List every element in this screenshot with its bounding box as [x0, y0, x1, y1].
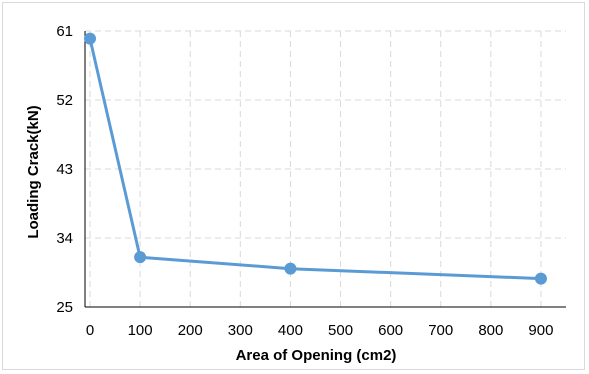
x-tick-label: 0	[86, 322, 94, 339]
x-tick-label: 500	[328, 322, 353, 339]
y-tick-label: 61	[56, 23, 73, 40]
chart-frame	[2, 2, 585, 370]
x-tick-label: 100	[128, 322, 153, 339]
x-tick-label: 600	[378, 322, 403, 339]
y-tick-label: 25	[56, 299, 73, 316]
data-point	[134, 251, 147, 264]
y-tick-label: 43	[56, 161, 73, 178]
x-axis-title: Area of Opening (cm2)	[236, 347, 397, 364]
x-tick-label: 300	[228, 322, 253, 339]
x-tick-label: 200	[178, 322, 203, 339]
y-tick-label: 52	[56, 92, 73, 109]
x-tick-label: 400	[278, 322, 303, 339]
x-tick-label: 700	[428, 322, 453, 339]
axes	[84, 31, 566, 308]
y-tick-labels: 25 34 43 52 61	[56, 23, 73, 316]
x-tick-label: 800	[478, 322, 503, 339]
y-axis-title: Loading Crack(kN)	[25, 105, 42, 238]
y-tick-label: 34	[56, 230, 73, 247]
data-point	[534, 272, 547, 285]
data-point	[284, 262, 297, 275]
series-group	[84, 32, 547, 285]
data-point	[84, 32, 97, 45]
x-tick-label: 900	[528, 322, 553, 339]
x-tick-labels: 0 100 200 300 400 500 600 700 800 900	[86, 322, 554, 339]
grid-lines	[85, 30, 566, 307]
series-line	[88, 38, 541, 281]
